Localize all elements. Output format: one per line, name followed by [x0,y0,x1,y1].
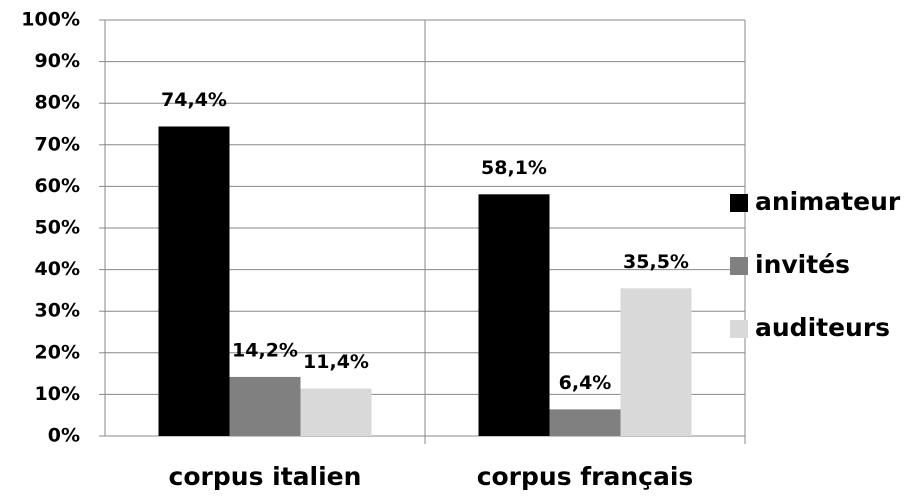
y-tick-label: 30% [35,300,80,322]
bar [229,376,301,436]
bar [300,388,372,436]
y-tick-label: 0% [48,425,80,447]
y-tick-label: 50% [35,217,80,239]
y-tick-label: 60% [35,175,80,197]
legend-label: auditeurs [755,313,890,342]
y-tick-label: 90% [35,50,80,72]
y-tick-label: 10% [35,383,80,405]
legend-swatch [730,194,748,212]
legend-label: animateur [755,187,901,216]
data-label: 11,4% [303,351,369,373]
y-tick-label: 80% [35,92,80,114]
bar [158,126,230,436]
data-label: 74,4% [161,89,227,111]
legend-label: invités [755,250,850,279]
legend-swatch [730,320,748,338]
bar [549,409,621,436]
data-label: 35,5% [623,251,689,273]
bar [478,194,550,436]
y-tick-label: 100% [21,9,80,31]
data-label: 58,1% [481,157,547,179]
y-tick-label: 70% [35,133,80,155]
bar [620,288,692,436]
data-label: 14,2% [232,339,298,361]
data-label: 6,4% [559,372,612,394]
y-tick-label: 40% [35,258,80,280]
y-tick-label: 20% [35,341,80,363]
x-tick-label: corpus français [477,462,694,491]
x-tick-label: corpus italien [169,462,362,491]
legend-swatch [730,257,748,275]
